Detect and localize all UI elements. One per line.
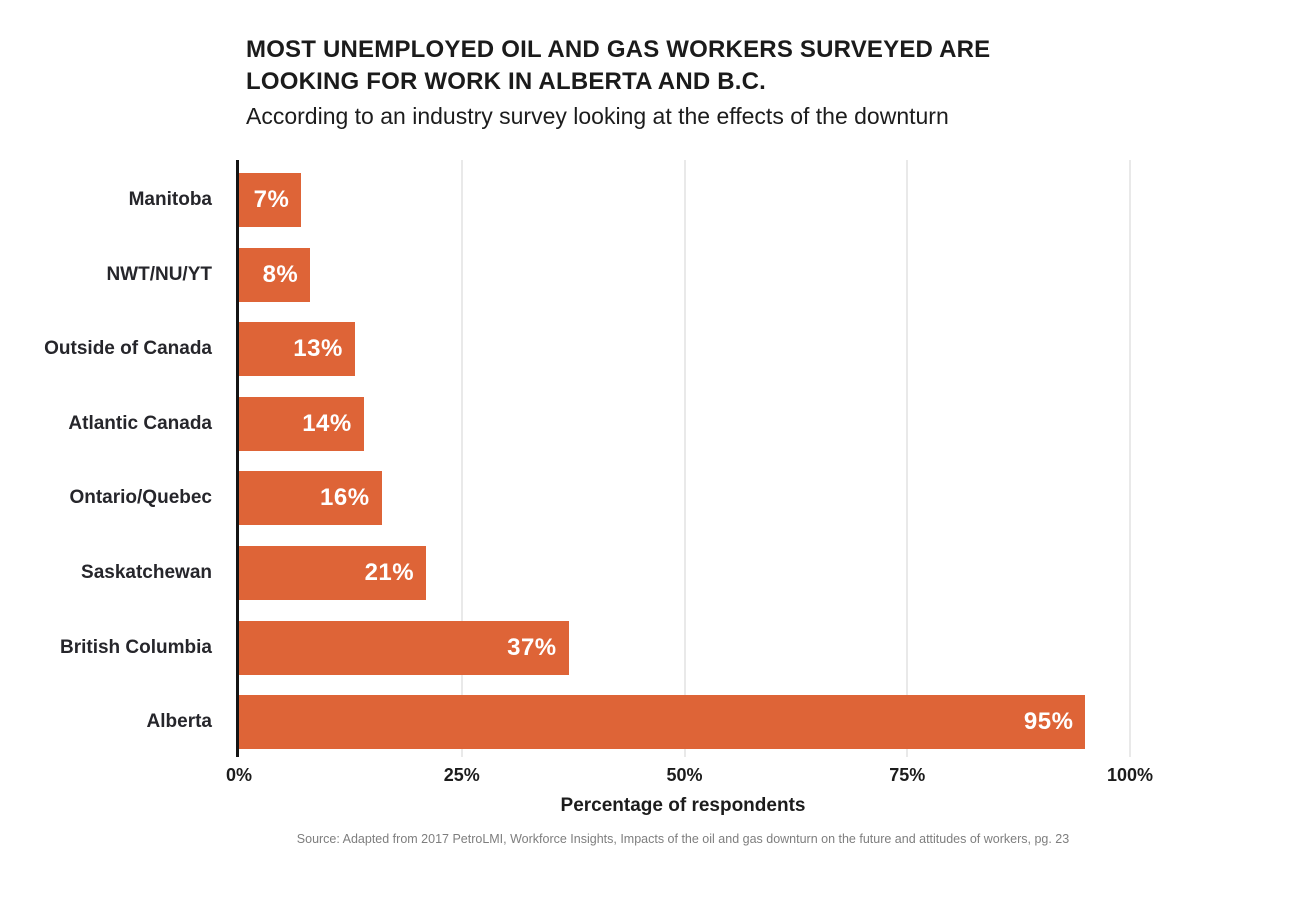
- chart-header: MOST UNEMPLOYED OIL AND GAS WORKERS SURV…: [246, 34, 1206, 130]
- category-label-manitoba: Manitoba: [128, 189, 212, 210]
- bar-row: 16%: [239, 471, 382, 526]
- bar-row: 7%: [239, 173, 302, 227]
- bar-value-label: 13%: [293, 335, 343, 363]
- category-label-outside-of-canada: Outside of Canada: [44, 338, 212, 360]
- category-label-alberta: Alberta: [146, 711, 212, 733]
- bar-row: 95%: [239, 695, 1086, 750]
- x-tick-label-100: 100%: [1106, 765, 1154, 785]
- gridline-50: [683, 160, 686, 757]
- chart-subtitle: According to an industry survey looking …: [246, 103, 949, 129]
- bar-row: 13%: [239, 322, 355, 377]
- x-axis-title: Percentage of respondents: [560, 795, 806, 816]
- bar-value-label: 8%: [262, 260, 299, 288]
- source-citation: Source: Adapted from 2017 PetroLMI, Work…: [296, 832, 1070, 846]
- bar-atlantic-canada: 14%: [239, 396, 364, 451]
- gridline-25: [460, 160, 463, 757]
- gridline-75: [906, 160, 909, 757]
- category-label-nwt-nu-yt: NWT/NU/YT: [106, 263, 212, 285]
- bar-manitoba: 7%: [239, 173, 302, 227]
- bar-saskatchewan: 21%: [239, 546, 427, 600]
- bar-british-columbia: 37%: [239, 620, 569, 675]
- bar-value-label: 14%: [302, 409, 352, 437]
- bar-value-label: 16%: [320, 484, 370, 512]
- category-axis-labels: Manitoba NWT/NU/YT Outside of Canada Atlant…: [0, 160, 212, 757]
- x-tick-label-25: 25%: [443, 765, 480, 785]
- category-label-atlantic-canada: Atlantic Canada: [68, 412, 212, 434]
- bar-value-label: 7%: [253, 186, 290, 213]
- plot-area: 7% 8% 13% 14% 16% 21% 37% 95% 0% 25% 50% 75% 100%: [226, 160, 1153, 785]
- bar-outside-of-canada: 13%: [239, 322, 355, 377]
- bar-value-label: 37%: [507, 633, 557, 661]
- bar-row: 8%: [239, 247, 311, 302]
- x-tick-label-0: 0%: [225, 765, 253, 785]
- chart-title: MOST UNEMPLOYED OIL AND GAS WORKERS SURV…: [246, 36, 991, 95]
- bar-alberta: 95%: [239, 695, 1086, 750]
- bar-row: 37%: [239, 620, 569, 675]
- category-label-saskatchewan: Saskatchewan: [81, 562, 212, 583]
- category-label-british-columbia: British Columbia: [59, 636, 212, 658]
- x-tick-label-50: 50%: [666, 765, 703, 785]
- gridline-100: [1129, 160, 1131, 757]
- bar-row: 21%: [239, 546, 427, 600]
- category-label-ontario-quebec: Ontario/Quebec: [69, 487, 212, 509]
- bar-ontario-quebec: 16%: [239, 471, 382, 526]
- x-tick-label-75: 75%: [889, 765, 926, 785]
- bar-row: 14%: [239, 396, 364, 451]
- bar-nwt-nu-yt: 8%: [239, 247, 311, 302]
- bar-value-label: 95%: [1023, 708, 1074, 736]
- bar-value-label: 21%: [364, 559, 415, 586]
